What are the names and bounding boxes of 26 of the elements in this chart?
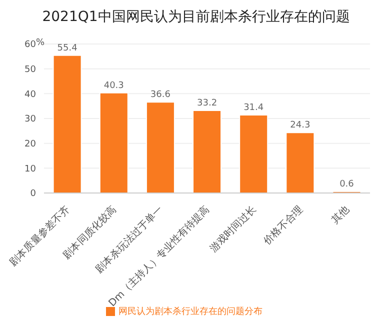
- bar: [99, 92, 128, 193]
- data-label: 0.6: [340, 180, 354, 190]
- bar: [192, 110, 222, 193]
- y-tick-label: 40: [24, 90, 36, 100]
- bar: [52, 54, 82, 193]
- data-label: 40.3: [104, 80, 124, 91]
- data-label: 33.2: [197, 98, 218, 109]
- bar: [146, 102, 175, 193]
- data-label: 31.4: [244, 103, 264, 114]
- x-tick-label: 其他: [329, 203, 352, 226]
- y-tick-label: 10: [24, 164, 36, 174]
- y-tick-label: 30: [24, 114, 36, 125]
- x-tick-label: 游戏时间过长: [208, 203, 259, 254]
- y-tick-label: 60: [24, 40, 36, 50]
- bar: [286, 132, 315, 193]
- chart-title: 2021Q1中国网民认为目前剧本杀行业存在的问题: [41, 8, 351, 26]
- data-label: 55.4: [57, 43, 78, 54]
- legend-label: 网民认为剧本杀行业存在的问题分布: [118, 307, 262, 317]
- data-label: 36.6: [150, 90, 171, 100]
- x-tick-label: 价格不合理: [260, 203, 306, 248]
- y-tick-label: 50: [24, 65, 36, 76]
- bar: [239, 114, 268, 193]
- y-axis-title: %: [36, 38, 45, 48]
- y-tick-label: 0: [30, 189, 36, 200]
- y-tick-label: 20: [24, 140, 36, 150]
- data-label: 24.3: [290, 120, 310, 131]
